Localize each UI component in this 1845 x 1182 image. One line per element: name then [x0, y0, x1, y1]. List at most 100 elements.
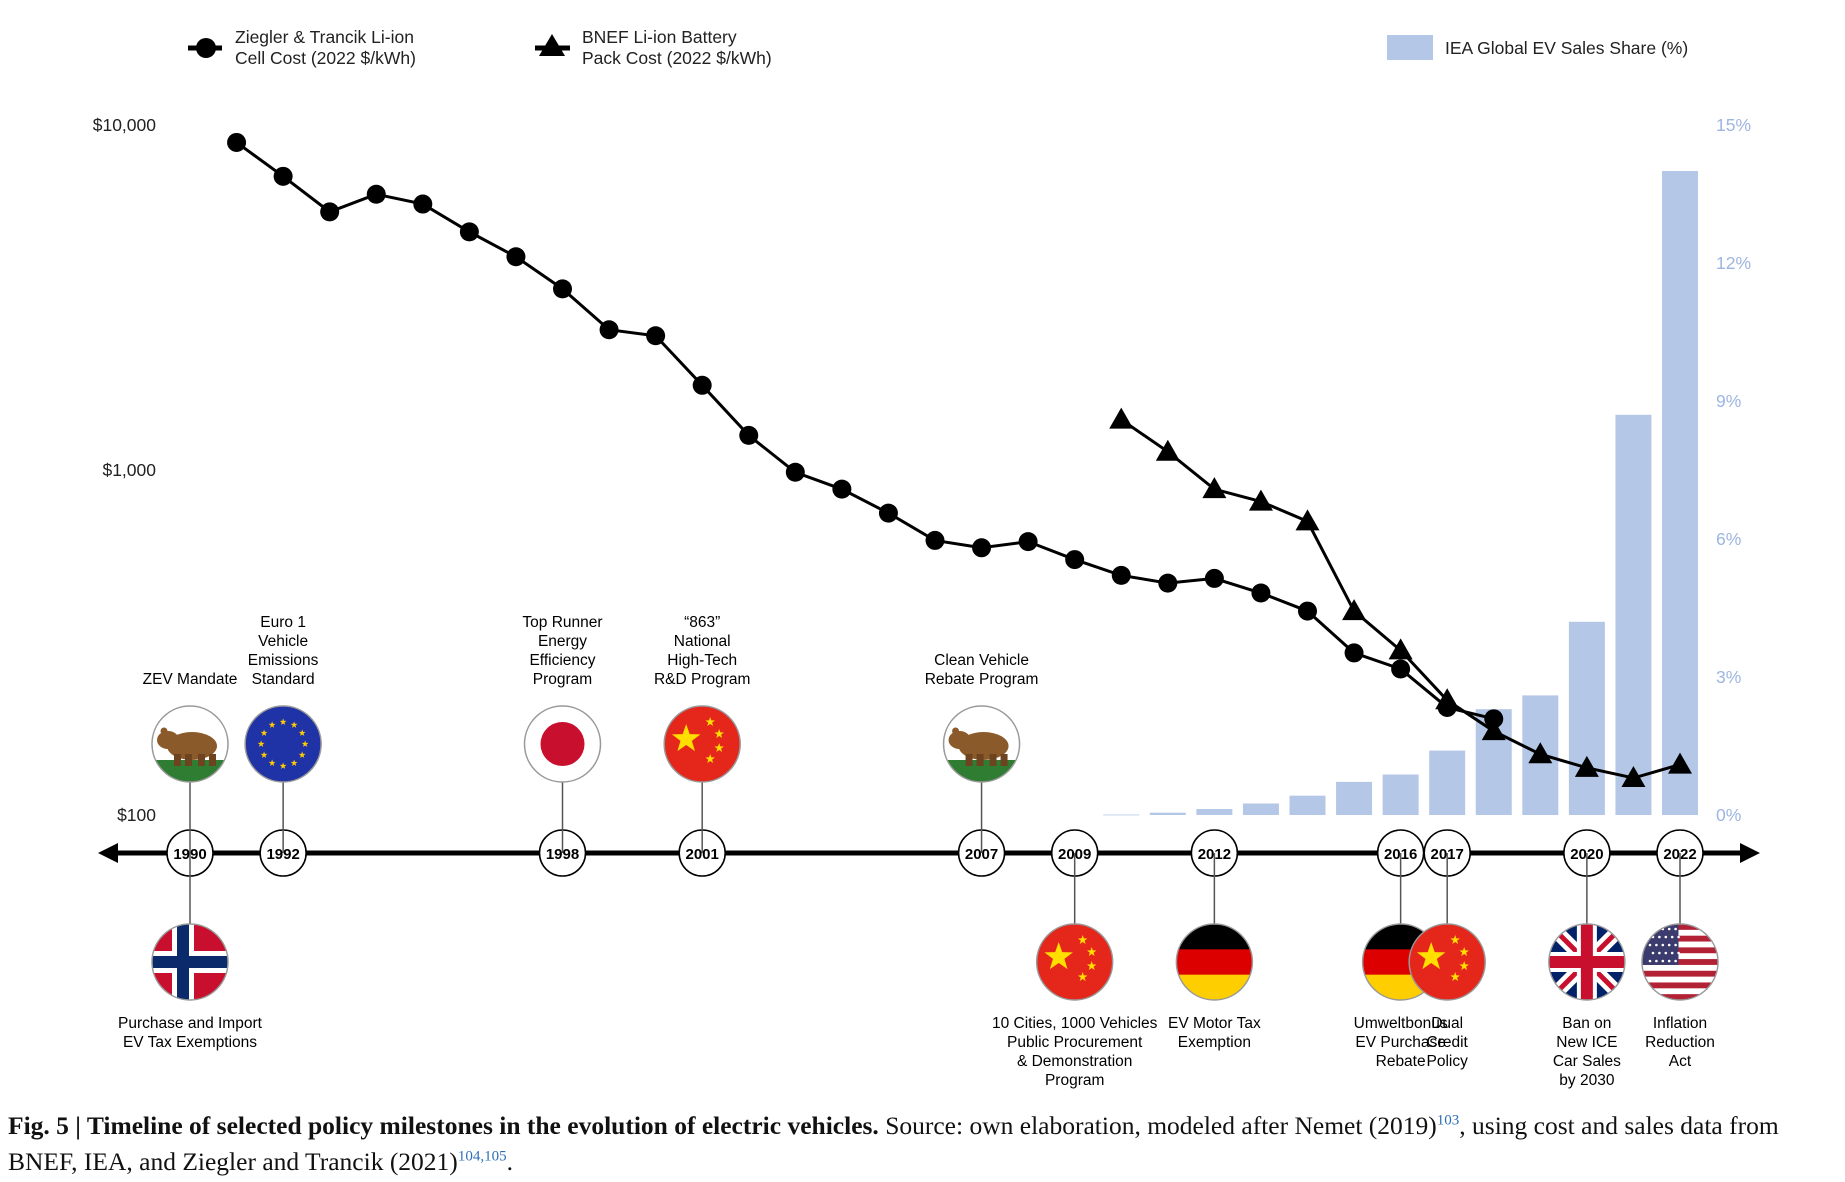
milestone-label: Credit: [1427, 1034, 1469, 1051]
milestone-below: EV Motor Tax Exemption: [1168, 923, 1261, 1051]
ziegler-cost-point: [506, 247, 526, 267]
milestone-label: Policy: [1427, 1053, 1469, 1070]
axes: $10,000 $1,000 $100 15% 12% 9% 6% 3% 0%: [93, 115, 1751, 825]
milestone-label: High-Tech: [667, 652, 737, 669]
timeline-year-label: 1998: [546, 846, 579, 863]
legend-entry-iea: IEA Global EV Sales Share (%): [1387, 35, 1688, 60]
sales-share-bar: [1429, 750, 1466, 815]
ziegler-cost-point: [692, 375, 712, 395]
caption-text-2: , using cost and sales data from BNEF, I…: [8, 1111, 1779, 1176]
ziegler-cost-point: [599, 320, 619, 340]
bnef-cost-point: [1109, 407, 1134, 429]
ziegler-cost-point: [1251, 583, 1271, 603]
bnef-cost-point: [1342, 599, 1367, 621]
milestone-label: Top Runner: [522, 614, 602, 631]
milestone-label: New ICE: [1556, 1034, 1617, 1051]
milestone-above: ZEV Mandate: [143, 671, 238, 783]
bnef-cost-point: [1621, 766, 1646, 788]
milestone-label: ZEV Mandate: [143, 671, 238, 688]
bnef-cost-point: [1248, 489, 1273, 511]
milestone-label: Standard: [252, 671, 315, 688]
milestone-label: Euro 1: [260, 614, 306, 631]
milestone-below: 10 Cities, 1000 Vehicles Public Procureme…: [992, 923, 1158, 1089]
timeline-year-label: 2007: [965, 846, 998, 863]
milestone-label: Energy: [538, 633, 587, 650]
bnef-cost-point: [1481, 719, 1506, 741]
ziegler-cost-point: [273, 166, 293, 186]
policy-milestones: ZEV Mandate Euro 1 Vehicle Emissions Standar…: [118, 614, 1719, 1089]
ziegler-cost-point: [1344, 643, 1364, 663]
china-flag: [664, 706, 741, 782]
bnef-cost-point: [1388, 638, 1413, 660]
milestone-below: Purchase and Import EV Tax Exemptions: [118, 923, 263, 1051]
ziegler-cost-point: [785, 462, 805, 482]
milestone-label: Ban on: [1562, 1015, 1611, 1032]
milestone-label: Vehicle: [258, 633, 308, 650]
milestone-above: Euro 1 Vehicle Emissions Standard: [244, 614, 322, 783]
uk-flag: [1548, 924, 1625, 1000]
milestone-label: Program: [533, 671, 592, 688]
ev-policy-timeline-chart: Ziegler & Trancik Li-ion Cell Cost (2022…: [93, 27, 1760, 1089]
milestone-below: Inflation Reduction Act: [1641, 923, 1719, 1070]
sales-share-bar: [1196, 809, 1233, 815]
legend-label-iea: IEA Global EV Sales Share (%): [1445, 38, 1688, 58]
milestone-label: Umweltbonus: [1354, 1015, 1448, 1032]
milestone-label: Reduction: [1645, 1034, 1715, 1051]
legend-entry-ziegler: Ziegler & Trancik Li-ion Cell Cost (2022…: [188, 27, 416, 68]
china-flag: [1036, 924, 1113, 1000]
milestone-label: EV Motor Tax: [1168, 1015, 1261, 1032]
norway-flag: [152, 924, 228, 1000]
sales-share-bar: [1662, 171, 1698, 815]
y-right-tick-label: 0%: [1716, 805, 1741, 825]
china-flag: [1409, 924, 1486, 1000]
legend-label-ziegler-1: Ziegler & Trancik Li-ion: [235, 27, 414, 47]
legend: Ziegler & Trancik Li-ion Cell Cost (2022…: [188, 27, 1688, 68]
ziegler-cost-point: [1391, 659, 1411, 679]
milestone-label: “863”: [684, 614, 720, 631]
legend-label-bnef-1: BNEF Li-ion Battery: [582, 27, 737, 47]
japan-flag: [524, 706, 601, 782]
sales-share-bar: [1568, 621, 1605, 815]
caption-title: Fig. 5 | Timeline of selected policy mil…: [8, 1111, 879, 1140]
milestone-label: National: [674, 633, 731, 650]
ziegler-cost-point: [972, 538, 992, 558]
y-right-tick-label: 9%: [1716, 391, 1741, 411]
caption-ref-2: 104,105: [457, 1148, 507, 1165]
timeline-year-label: 2001: [686, 846, 719, 863]
sales-share-bar: [1615, 414, 1652, 815]
bnef-cost-point: [1435, 688, 1460, 710]
bnef-cost-point: [1295, 509, 1320, 531]
sales-share-bar: [1242, 803, 1279, 815]
timeline-arrow-right: [1740, 843, 1760, 863]
milestone-label: EV Tax Exemptions: [123, 1034, 257, 1051]
ziegler-cost-line: [235, 141, 1495, 721]
ziegler-cost-point: [459, 222, 479, 242]
milestone-above: Top Runner Energy Efficiency Program: [522, 614, 603, 783]
legend-label-ziegler-2: Cell Cost (2022 $/kWh): [235, 48, 416, 68]
bnef-cost-point: [1202, 477, 1227, 499]
sales-share-bars: [1103, 171, 1698, 816]
ziegler-cost-point: [413, 194, 433, 214]
ziegler-cost-point: [1018, 532, 1038, 552]
sales-share-bar: [1336, 781, 1373, 815]
milestone-label: Act: [1669, 1053, 1692, 1070]
milestone-label: & Demonstration: [1017, 1053, 1132, 1070]
caption-text-3: .: [506, 1147, 513, 1176]
caption-text-1: Source: own elaboration, modeled after N…: [878, 1111, 1437, 1140]
ziegler-cost-point: [1065, 550, 1085, 570]
caption-ref-1: 103: [1436, 1112, 1460, 1129]
y-right-tick-label: 3%: [1716, 667, 1741, 687]
milestone-label: by 2030: [1559, 1072, 1615, 1089]
timeline-year-label: 1992: [266, 846, 299, 863]
bnef-cost-point: [1668, 752, 1692, 774]
timeline: 1990 1992 1998 2001 2007 2009 2012 2016 2017 2020…: [98, 829, 1760, 877]
ziegler-cost-point: [646, 326, 666, 346]
sales-share-bar: [1103, 814, 1140, 816]
bnef-cost-point: [1528, 742, 1553, 764]
eu-flag: [245, 706, 322, 782]
milestone-label: Dual: [1431, 1015, 1463, 1032]
milestone-label: Purchase and Import: [118, 1015, 263, 1032]
y-right-tick-label: 15%: [1716, 115, 1751, 135]
figure-caption: Fig. 5 | Timeline of selected policy mil…: [8, 1108, 1838, 1180]
milestone-below: Dual Credit Policy: [1408, 923, 1486, 1070]
